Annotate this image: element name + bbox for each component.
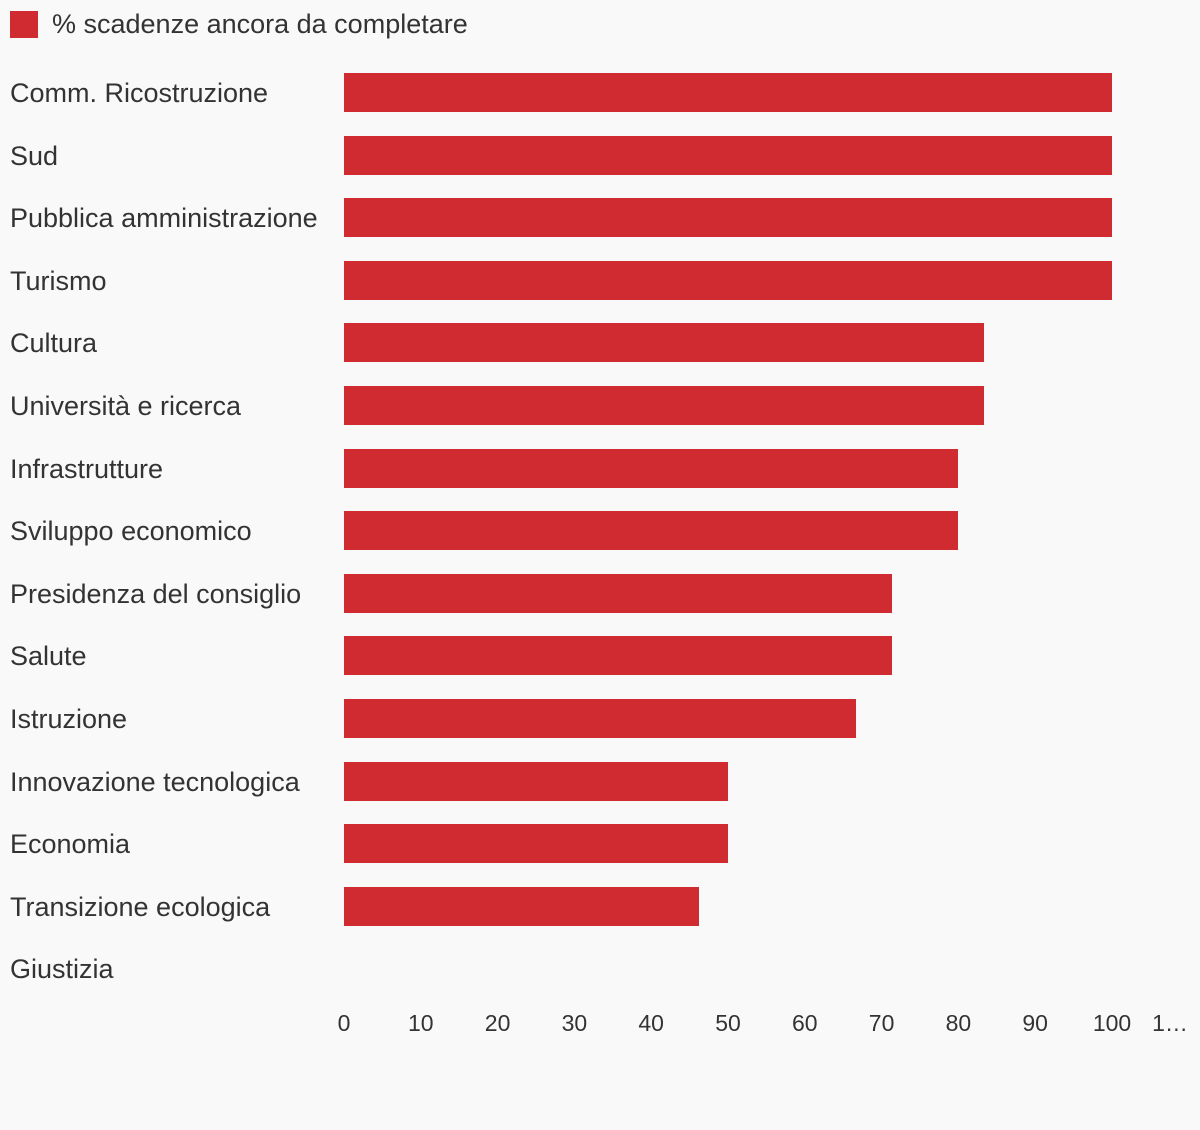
legend-swatch — [10, 10, 38, 38]
category-label: Presidenza del consiglio — [10, 578, 302, 609]
x-tick-label: 20 — [484, 1010, 511, 1036]
category-label: Giustizia — [10, 954, 114, 985]
category-label: Transizione ecologica — [10, 891, 271, 922]
category-label: Pubblica amministrazione — [10, 203, 318, 234]
x-tick-label: 30 — [561, 1010, 588, 1036]
x-tick-label: 90 — [1022, 1010, 1048, 1036]
category-label: Comm. Ricostruzione — [10, 78, 269, 108]
bar — [344, 135, 1112, 175]
x-tick-label: 70 — [868, 1010, 895, 1036]
x-tick-label: 50 — [715, 1010, 741, 1036]
category-label: Salute — [10, 641, 87, 672]
bar — [344, 699, 857, 738]
x-tick-label: 10 — [408, 1010, 434, 1036]
bar — [344, 323, 984, 363]
category-label: Cultura — [10, 328, 98, 359]
category-label: Sud — [10, 140, 59, 171]
x-tick-label: 60 — [792, 1010, 818, 1036]
legend-label: % scadenze ancora da completare — [52, 9, 468, 39]
x-tick-label: 1… — [1152, 1010, 1188, 1036]
x-tick-label: 100 — [1092, 1010, 1132, 1036]
category-label: Università e ricerca — [10, 391, 242, 421]
bar — [344, 260, 1112, 300]
category-label: Infrastrutture — [10, 453, 164, 484]
category-label: Sviluppo economico — [10, 516, 252, 547]
x-tick-label: 40 — [638, 1010, 664, 1036]
category-label: Economia — [10, 829, 131, 860]
bar — [344, 824, 728, 864]
category-label: Istruzione — [10, 704, 128, 734]
bar — [344, 386, 984, 425]
category-label: Innovazione tecnologica — [10, 766, 300, 797]
bar — [344, 73, 1112, 112]
bar — [344, 636, 893, 676]
legend: % scadenze ancora da completare — [10, 10, 468, 38]
x-tick-label: 80 — [945, 1010, 972, 1036]
bar — [344, 886, 699, 926]
bar — [344, 448, 959, 488]
bar — [344, 198, 1112, 238]
category-label: Turismo — [10, 265, 107, 296]
bar — [344, 511, 959, 551]
x-tick-label: 0 — [337, 1010, 351, 1036]
bar — [344, 573, 893, 613]
bar — [344, 761, 728, 801]
